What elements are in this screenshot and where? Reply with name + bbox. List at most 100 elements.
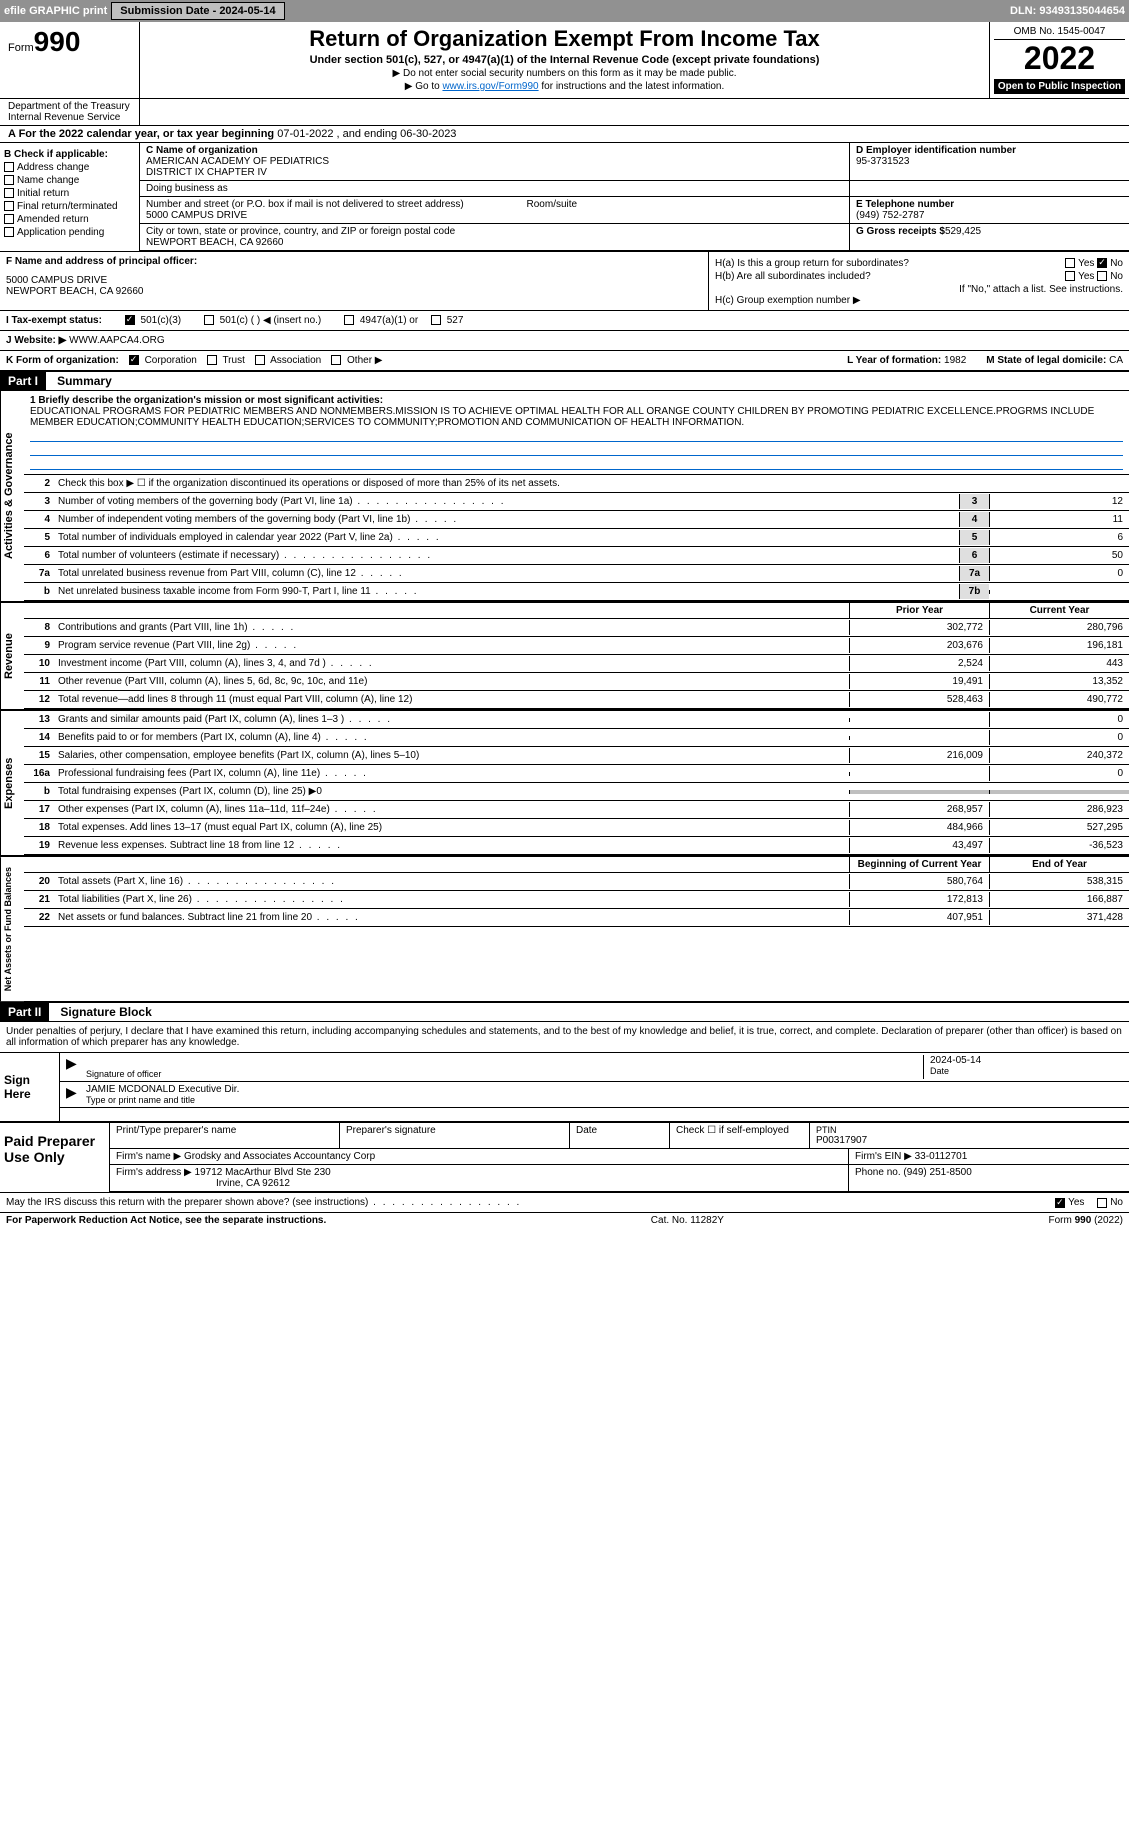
top-bar: efile GRAPHIC print Submission Date - 20… — [0, 0, 1129, 22]
mission-box: 1 Briefly describe the organization's mi… — [24, 391, 1129, 475]
line7a-val: 0 — [989, 566, 1129, 581]
inspection-notice: Open to Public Inspection — [994, 79, 1125, 94]
check-amended-return[interactable]: Amended return — [4, 214, 135, 225]
section-b-header: B Check if applicable: — [4, 149, 135, 160]
expenses-section: Expenses 13Grants and similar amounts pa… — [0, 709, 1129, 855]
sign-here-label: Sign Here — [0, 1053, 60, 1121]
row-j: J Website: ▶ WWW.AAPCA4.ORG — [0, 331, 1129, 351]
check-initial-return[interactable]: Initial return — [4, 188, 135, 199]
firm-name: Grodsky and Associates Accountancy Corp — [184, 1151, 375, 1162]
part1-title: Summary — [57, 374, 112, 388]
form-label: Form — [8, 42, 34, 54]
check-527[interactable] — [431, 315, 441, 325]
section-h: H(a) Is this a group return for subordin… — [709, 252, 1129, 310]
line7b-text: Net unrelated business taxable income fr… — [54, 584, 959, 599]
dln-label: DLN: 93493135044654 — [1010, 5, 1125, 17]
line7b-val — [989, 590, 1129, 594]
part1-header-row: Part I Summary — [0, 372, 1129, 391]
revenue-section: Revenue Prior YearCurrent Year 8Contribu… — [0, 601, 1129, 709]
line5-val: 6 — [989, 530, 1129, 545]
footer-row: For Paperwork Reduction Act Notice, see … — [0, 1212, 1129, 1228]
section-b-through-e: B Check if applicable: Address change Na… — [0, 143, 1129, 252]
declaration-text: Under penalties of perjury, I declare th… — [0, 1022, 1129, 1053]
dba-cell: Doing business as — [140, 181, 849, 196]
form-footer: Form 990 (2022) — [1049, 1215, 1123, 1226]
tab-governance: Activities & Governance — [0, 391, 24, 601]
row-klm: K Form of organization: Corporation Trus… — [0, 351, 1129, 372]
cat-no: Cat. No. 11282Y — [651, 1215, 724, 1226]
check-application-pending[interactable]: Application pending — [4, 227, 135, 238]
check-4947[interactable] — [344, 315, 354, 325]
ha-no[interactable] — [1097, 258, 1107, 268]
ein-cell: D Employer identification number 95-3731… — [849, 143, 1129, 180]
check-final-return[interactable]: Final return/terminated — [4, 201, 135, 212]
tax-year: 2022 — [994, 40, 1125, 77]
discuss-yes[interactable] — [1055, 1198, 1065, 1208]
form-title: Return of Organization Exempt From Incom… — [148, 26, 981, 52]
form-header: Form990 Return of Organization Exempt Fr… — [0, 22, 1129, 99]
arrow-icon: ▶ — [66, 1055, 86, 1079]
tab-expenses: Expenses — [0, 711, 24, 855]
form-number: 990 — [34, 26, 81, 57]
submission-date-button[interactable]: Submission Date - 2024-05-14 — [111, 2, 284, 20]
efile-label: efile GRAPHIC print — [4, 5, 107, 17]
firm-phone: (949) 251-8500 — [903, 1167, 971, 1178]
line6-text: Total number of volunteers (estimate if … — [54, 548, 959, 563]
line7a-text: Total unrelated business revenue from Pa… — [54, 566, 959, 581]
section-b: B Check if applicable: Address change Na… — [0, 143, 140, 251]
check-501c[interactable] — [204, 315, 214, 325]
check-address-change[interactable]: Address change — [4, 162, 135, 173]
note2: ▶ Go to www.irs.gov/Form990 for instruct… — [148, 81, 981, 92]
part1-label: Part I — [0, 372, 46, 390]
line4-text: Number of independent voting members of … — [54, 512, 959, 527]
line6-val: 50 — [989, 548, 1129, 563]
line-a: A For the 2022 calendar year, or tax yea… — [0, 126, 1129, 143]
line4-val: 11 — [989, 512, 1129, 527]
irs-link[interactable]: www.irs.gov/Form990 — [442, 81, 538, 92]
governance-section: Activities & Governance 1 Briefly descri… — [0, 391, 1129, 601]
check-other[interactable] — [331, 355, 341, 365]
note1: ▶ Do not enter social security numbers o… — [148, 68, 981, 79]
officer-name: JAMIE MCDONALD Executive Dir. — [86, 1084, 1123, 1095]
year-cell: OMB No. 1545-0047 2022 Open to Public In… — [989, 22, 1129, 98]
section-cde: C Name of organization AMERICAN ACADEMY … — [140, 143, 1129, 251]
omb-number: OMB No. 1545-0047 — [994, 26, 1125, 40]
title-cell: Return of Organization Exempt From Incom… — [140, 22, 989, 98]
line3-text: Number of voting members of the governin… — [54, 494, 959, 509]
row-i: I Tax-exempt status: 501(c)(3) 501(c) ( … — [0, 311, 1129, 331]
line2-text: Check this box ▶ ☐ if the organization d… — [54, 476, 1129, 491]
gross-receipts: G Gross receipts $529,425 — [849, 224, 1129, 250]
form-subtitle: Under section 501(c), 527, or 4947(a)(1)… — [148, 54, 981, 66]
dept-cell: Department of the Treasury Internal Reve… — [0, 99, 140, 125]
sig-date: 2024-05-14 — [930, 1055, 1123, 1066]
check-association[interactable] — [255, 355, 265, 365]
preparer-section: Paid Preparer Use Only Print/Type prepar… — [0, 1121, 1129, 1192]
check-name-change[interactable]: Name change — [4, 175, 135, 186]
org-name-cell: C Name of organization AMERICAN ACADEMY … — [140, 143, 849, 180]
form-number-cell: Form990 — [0, 22, 140, 98]
tax-exempt-status: I Tax-exempt status: 501(c)(3) 501(c) ( … — [0, 311, 1129, 330]
part2-label: Part II — [0, 1003, 49, 1021]
check-501c3[interactable] — [125, 315, 135, 325]
mission-text: EDUCATIONAL PROGRAMS FOR PEDIATRIC MEMBE… — [30, 406, 1123, 428]
city-cell: City or town, state or province, country… — [140, 224, 849, 250]
discuss-no[interactable] — [1097, 1198, 1107, 1208]
arrow-icon: ▶ — [66, 1084, 86, 1105]
phone-cell: E Telephone number (949) 752-2787 — [849, 197, 1129, 223]
paid-preparer-label: Paid Preparer Use Only — [0, 1123, 110, 1192]
line5-text: Total number of individuals employed in … — [54, 530, 959, 545]
part2-header-row: Part II Signature Block — [0, 1003, 1129, 1022]
hb-no[interactable] — [1097, 271, 1107, 281]
hb-yes[interactable] — [1065, 271, 1075, 281]
check-trust[interactable] — [207, 355, 217, 365]
website-value: WWW.AAPCA4.ORG — [69, 335, 165, 346]
check-corporation[interactable] — [129, 355, 139, 365]
part2-title: Signature Block — [60, 1005, 151, 1019]
ha-yes[interactable] — [1065, 258, 1075, 268]
section-f: F Name and address of principal officer:… — [0, 252, 709, 310]
line3-val: 12 — [989, 494, 1129, 509]
netassets-section: Net Assets or Fund Balances Beginning of… — [0, 855, 1129, 1003]
tab-revenue: Revenue — [0, 603, 24, 709]
sign-here-row: Sign Here ▶ Signature of officer 2024-05… — [0, 1053, 1129, 1121]
street-cell: Number and street (or P.O. box if mail i… — [140, 197, 849, 223]
